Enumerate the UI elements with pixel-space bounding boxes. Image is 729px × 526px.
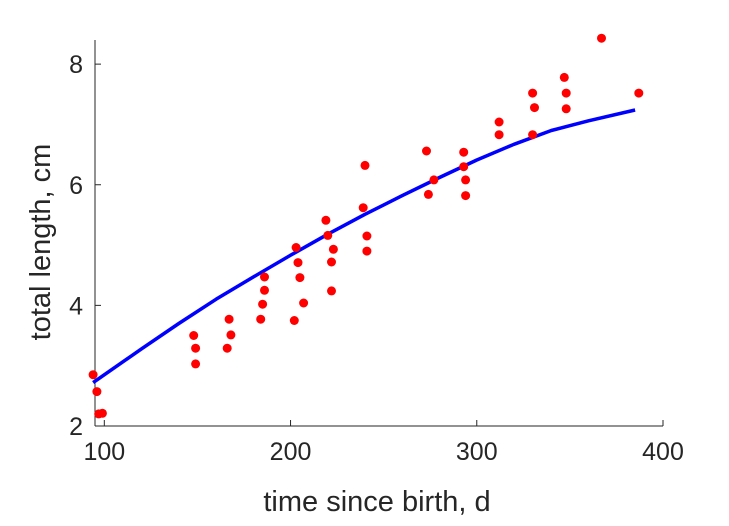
- data-point: [222, 343, 232, 353]
- data-point: [189, 331, 199, 340]
- data-point: [92, 387, 102, 397]
- data-point: [258, 299, 268, 309]
- data-point: [459, 162, 469, 172]
- y-tick-label: 4: [69, 292, 83, 320]
- data-point: [295, 273, 305, 283]
- data-point: [191, 359, 201, 369]
- x-tick-label: 100: [83, 438, 125, 466]
- y-axis-label: total length, cm: [25, 144, 57, 341]
- data-point: [289, 316, 299, 325]
- data-point: [328, 244, 338, 254]
- data-point: [360, 160, 370, 170]
- data-point: [597, 33, 606, 43]
- fit-curve: [92, 108, 636, 385]
- data-point: [226, 330, 236, 340]
- data-point: [494, 117, 504, 127]
- data-point: [461, 191, 471, 201]
- data-point: [561, 104, 571, 114]
- data-point: [362, 231, 372, 241]
- y-tick-label: 8: [69, 51, 83, 79]
- data-point: [291, 243, 301, 252]
- data-point: [191, 343, 201, 353]
- data-point: [561, 88, 571, 98]
- data-point: [634, 88, 644, 98]
- data-point: [293, 258, 303, 268]
- axes: [94, 40, 663, 427]
- data-point: [327, 286, 336, 296]
- data-point: [358, 203, 368, 213]
- data-point: [362, 246, 372, 256]
- data-point: [559, 72, 569, 82]
- data-point: [528, 130, 538, 140]
- y-tick-label: 6: [69, 172, 83, 200]
- data-points: [88, 33, 644, 419]
- ticks: 100 200 300 400 2 4 6 8: [69, 51, 684, 466]
- data-point: [256, 314, 266, 324]
- x-tick-label: 200: [270, 438, 312, 466]
- data-point: [299, 298, 309, 308]
- data-point: [97, 408, 107, 418]
- data-point: [260, 272, 269, 282]
- x-tick-label: 300: [456, 438, 498, 466]
- data-point: [422, 146, 431, 156]
- data-point: [88, 370, 98, 380]
- data-point: [528, 88, 538, 98]
- data-point: [423, 189, 433, 199]
- data-point: [494, 130, 504, 140]
- data-point: [224, 314, 234, 324]
- data-point: [321, 215, 331, 225]
- data-point: [323, 230, 333, 240]
- data-point: [459, 147, 469, 157]
- data-point: [461, 175, 471, 185]
- x-axis-label: time since birth, d: [263, 486, 490, 518]
- x-tick-label: 400: [642, 438, 684, 466]
- data-point: [429, 175, 439, 185]
- fit-line-layer: [92, 108, 636, 385]
- y-tick-label: 2: [69, 413, 83, 441]
- data-point: [327, 257, 336, 267]
- data-point: [530, 103, 539, 113]
- data-point: [260, 285, 269, 295]
